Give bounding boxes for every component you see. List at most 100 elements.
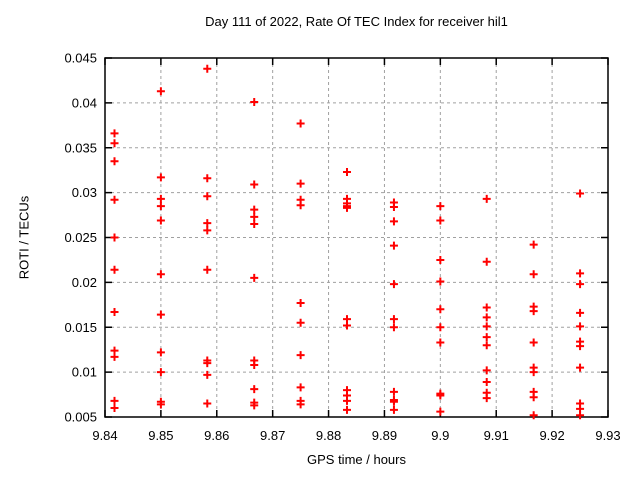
data-point-marker (110, 233, 119, 242)
data-point-marker (203, 192, 212, 201)
y-tick-label: 0.045 (64, 51, 97, 66)
data-point-marker (436, 338, 445, 347)
data-point-marker (482, 194, 491, 203)
data-point-marker (250, 205, 259, 214)
data-point-marker (110, 195, 119, 204)
data-point-marker (156, 270, 165, 279)
y-tick-label: 0.015 (64, 320, 97, 335)
data-points (110, 64, 585, 420)
data-point-marker (250, 360, 259, 369)
data-point-marker (482, 377, 491, 386)
x-tick-label: 9.86 (204, 428, 229, 443)
data-point-marker (389, 202, 398, 211)
data-point-marker (482, 394, 491, 403)
x-tick-label: 9.84 (92, 428, 117, 443)
data-point-marker (436, 407, 445, 416)
data-point-marker (156, 202, 165, 211)
data-point-marker (529, 338, 538, 347)
data-point-marker (296, 383, 305, 392)
data-point-marker (296, 119, 305, 128)
data-point-marker (203, 219, 212, 228)
data-point-marker (342, 405, 351, 414)
data-point-marker (482, 303, 491, 312)
data-point-marker (436, 202, 445, 211)
data-point-marker (156, 173, 165, 182)
data-point-marker (296, 179, 305, 188)
data-point-marker (296, 351, 305, 360)
data-point-marker (436, 216, 445, 225)
data-point-marker (110, 352, 119, 361)
data-point-marker (576, 189, 585, 198)
data-point-marker (250, 180, 259, 189)
chart-title: Day 111 of 2022, Rate Of TEC Index for r… (205, 14, 508, 29)
data-point-marker (203, 64, 212, 73)
data-point-marker (389, 405, 398, 414)
data-point-marker (389, 387, 398, 396)
data-point-marker (342, 167, 351, 176)
data-point-marker (529, 270, 538, 279)
data-point-marker (110, 139, 119, 148)
data-point-marker (203, 370, 212, 379)
tick-labels: 9.84 9.85 9.86 9.87 9.88 9.89 9.9 9.91 9.92 9.93 0… (64, 51, 620, 444)
x-axis-title: GPS time / hours (307, 452, 406, 467)
data-point-marker (389, 241, 398, 250)
y-tick-label: 0.035 (64, 140, 97, 155)
y-tick-label: 0.025 (64, 230, 97, 245)
data-point-marker (156, 368, 165, 377)
x-tick-label: 9.93 (595, 428, 620, 443)
x-tick-label: 9.87 (260, 428, 285, 443)
data-point-marker (296, 201, 305, 210)
data-point-marker (482, 333, 491, 342)
data-point-marker (203, 359, 212, 368)
data-point-marker (576, 269, 585, 278)
data-point-marker (389, 280, 398, 289)
data-point-marker (436, 277, 445, 286)
data-point-marker (529, 368, 538, 377)
data-point-marker (436, 305, 445, 314)
data-point-marker (389, 323, 398, 332)
data-point-marker (250, 385, 259, 394)
data-point-marker (576, 308, 585, 317)
data-point-marker (342, 203, 351, 212)
data-point-marker (110, 396, 119, 405)
data-point-marker (250, 273, 259, 282)
data-point-marker (482, 257, 491, 266)
data-point-marker (576, 411, 585, 420)
y-tick-label: 0.03 (72, 185, 97, 200)
data-point-marker (576, 322, 585, 331)
data-point-marker (436, 323, 445, 332)
data-point-marker (156, 400, 165, 409)
data-point-marker (250, 401, 259, 410)
data-point-marker (342, 321, 351, 330)
data-point-marker (389, 397, 398, 406)
y-tick-label: 0.01 (72, 365, 97, 380)
data-point-marker (156, 194, 165, 203)
data-point-marker (156, 348, 165, 357)
data-point-marker (529, 393, 538, 402)
data-point-marker (296, 299, 305, 308)
data-point-marker (296, 318, 305, 327)
data-point-marker (110, 157, 119, 166)
x-tick-label: 9.92 (539, 428, 564, 443)
data-point-marker (482, 341, 491, 350)
data-point-marker (576, 280, 585, 289)
plot-border (104, 57, 609, 418)
data-point-marker (156, 216, 165, 225)
data-point-marker (529, 307, 538, 316)
y-tick-label: 0.005 (64, 410, 97, 425)
y-tick-label: 0.04 (72, 95, 97, 110)
data-point-marker (203, 226, 212, 235)
x-tick-label: 9.89 (372, 428, 397, 443)
data-point-marker (110, 307, 119, 316)
data-point-marker (576, 342, 585, 351)
data-point-marker (436, 255, 445, 264)
data-point-marker (110, 129, 119, 138)
data-point-marker (203, 399, 212, 408)
data-point-marker (436, 391, 445, 400)
data-point-marker (529, 240, 538, 249)
data-point-marker (203, 174, 212, 183)
data-point-marker (296, 400, 305, 409)
data-point-marker (342, 396, 351, 405)
